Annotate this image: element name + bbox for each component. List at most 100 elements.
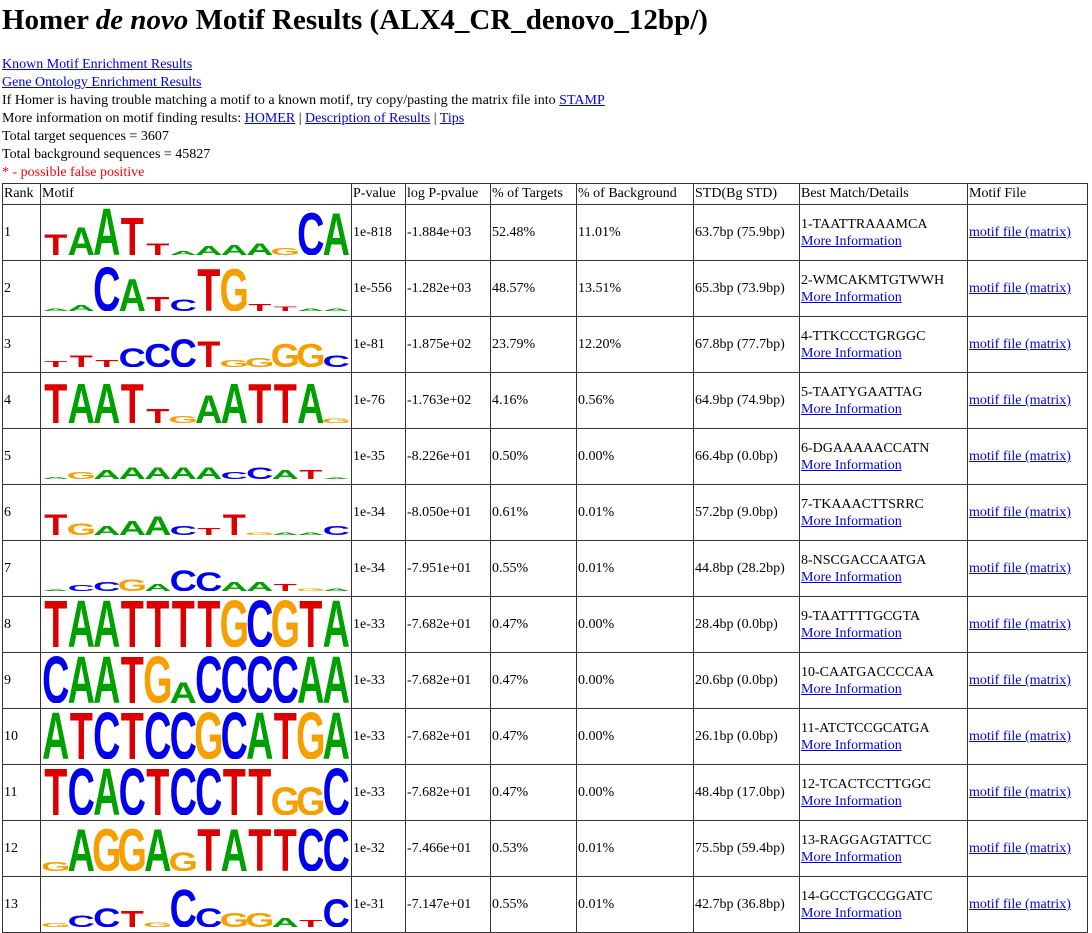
rank-cell: 10: [2, 708, 41, 765]
logo-letter-C: C: [323, 523, 349, 535]
rank-cell: 6: [2, 484, 41, 541]
more-information-link[interactable]: More Information: [801, 233, 902, 249]
logo-letter-C: C: [195, 567, 222, 591]
motif-file-link[interactable]: motif file (matrix): [969, 785, 1071, 800]
logo-letter-A: A: [221, 579, 248, 591]
logo-letter-T: T: [121, 655, 144, 703]
pvalue-cell: 1e-32: [351, 820, 406, 877]
logo-letter-A: A: [68, 375, 95, 423]
more-information-link[interactable]: More Information: [801, 289, 902, 305]
logo-letter-A: A: [246, 241, 273, 255]
table-row: 11 T C A C T C C T T G G C 1e-33 -7.682e+01 0.47% 0.00% 4…: [2, 756, 1088, 830]
motif-file-link[interactable]: motif file (matrix): [969, 729, 1071, 744]
table-header-row: Rank Motif P-value log P-pvalue % of Tar…: [2, 183, 1088, 205]
logo-letter-G: G: [169, 847, 198, 871]
more-information-link[interactable]: More Information: [801, 905, 902, 921]
description-link[interactable]: Description of Results: [305, 111, 431, 126]
targets-cell: 0.50%: [490, 428, 577, 485]
motif-file-link[interactable]: motif file (matrix): [969, 673, 1071, 688]
more-information-link[interactable]: More Information: [801, 513, 902, 529]
motif-file-cell: motif file (matrix): [967, 204, 1088, 261]
motif-logo: A T C T CCGCA T GA: [42, 700, 350, 774]
more-information-link[interactable]: More Information: [801, 737, 902, 753]
title-suffix: Motif Results (ALX4_CR_denovo_12bp/): [188, 4, 708, 36]
logo-letter-T: T: [44, 375, 67, 423]
table-row: 5 A G A A A A A C C A T A 1e-35 -8.226e+01 0.50% 0.00% 66…: [2, 428, 1088, 485]
motif-file-cell: motif file (matrix): [967, 708, 1088, 765]
logo-letter-T: T: [121, 599, 144, 647]
targets-cell: 0.47%: [490, 708, 577, 765]
std-cell: 65.3bp (73.9bp): [693, 260, 800, 317]
log-pvalue-cell: -1.282e+03: [405, 260, 491, 317]
logo-letter-A: A: [272, 467, 299, 479]
known-motif-link[interactable]: Known Motif Enrichment Results: [2, 57, 193, 72]
logo-letter-A: A: [297, 655, 324, 703]
log-pvalue-cell: -7.682e+01: [405, 652, 491, 709]
best-match-name: 1-TAATTRAAAMCA: [801, 216, 928, 232]
motif-file-link[interactable]: motif file (matrix): [969, 561, 1071, 576]
logo-letter-C: C: [297, 207, 324, 255]
motif-file-link[interactable]: motif file (matrix): [969, 617, 1071, 632]
rank-cell: 4: [2, 372, 41, 429]
logo-letter-T: T: [274, 823, 297, 871]
homer-link[interactable]: HOMER: [244, 111, 296, 126]
best-match-name: 14-GCCTGCCGGATC: [801, 888, 933, 904]
motif-file-link[interactable]: motif file (matrix): [969, 449, 1071, 464]
motif-file-link[interactable]: motif file (matrix): [969, 225, 1071, 240]
logo-letter-C: C: [93, 903, 120, 927]
motif-file-link[interactable]: motif file (matrix): [969, 505, 1071, 520]
logo-letter-G: G: [245, 910, 274, 927]
logo-letter-A: A: [272, 532, 299, 535]
logo-letter-C: C: [93, 263, 120, 311]
targets-cell: 0.55%: [490, 876, 577, 933]
motif-file-link[interactable]: motif file (matrix): [969, 393, 1071, 408]
logo-letter-G: G: [296, 588, 325, 591]
logo-letter-T: T: [44, 229, 67, 255]
std-cell: 67.8bp (77.7bp): [693, 316, 800, 373]
motif-file-link[interactable]: motif file (matrix): [969, 337, 1071, 352]
std-cell: 26.1bp (0.0bp): [693, 708, 800, 765]
motif-file-link[interactable]: motif file (matrix): [969, 281, 1071, 296]
logo-letter-C: C: [246, 655, 273, 703]
logo-letter-T: T: [121, 711, 144, 759]
best-match-cell: 9-TAATTTTGCGTA More Information: [799, 596, 968, 653]
logo-letter-T: T: [248, 767, 271, 815]
motif-file-link[interactable]: motif file (matrix): [969, 897, 1071, 912]
logo-letter-G: G: [194, 711, 223, 759]
log-pvalue-cell: -1.875e+02: [405, 316, 491, 373]
background-cell: 0.00%: [576, 764, 694, 821]
more-information-link[interactable]: More Information: [801, 401, 902, 417]
stamp-link[interactable]: STAMP: [559, 93, 605, 108]
std-cell: 63.7bp (75.9bp): [693, 204, 800, 261]
background-cell: 0.00%: [576, 428, 694, 485]
more-information-link[interactable]: More Information: [801, 793, 902, 809]
more-information-link[interactable]: More Information: [801, 569, 902, 585]
logo-letter-A: A: [144, 511, 171, 535]
motif-file-link[interactable]: motif file (matrix): [969, 841, 1071, 856]
more-information-link[interactable]: More Information: [801, 849, 902, 865]
tips-link[interactable]: Tips: [439, 111, 465, 126]
targets-cell: 0.53%: [490, 820, 577, 877]
logo-letter-A: A: [93, 655, 120, 703]
background-cell: 0.00%: [576, 652, 694, 709]
more-information-link[interactable]: More Information: [801, 625, 902, 641]
rank-cell: 3: [2, 316, 41, 373]
table-row: 1 T A A T T A A A A G C A 1e-818 -1.884e+03 52.48% 11.01…: [2, 196, 1088, 270]
header-background: % of Background: [576, 183, 694, 205]
motif-logo: GCC T GCCGGA T C: [41, 879, 350, 933]
std-cell: 48.4bp (17.0bp): [693, 764, 800, 821]
gene-ontology-link[interactable]: Gene Ontology Enrichment Results: [2, 75, 202, 90]
best-match-name: 9-TAATTTTGCGTA: [801, 608, 921, 624]
more-information-link[interactable]: More Information: [801, 457, 902, 473]
more-information-link[interactable]: More Information: [801, 345, 902, 361]
logo-letter-G: G: [118, 823, 147, 871]
more-information-link[interactable]: More Information: [801, 681, 902, 697]
std-cell: 20.6bp (0.0bp): [693, 652, 800, 709]
table-row: 7 A C C G A C C A A T G A 1e-34 -7.951e+01 0.55% 0.01% 44…: [2, 540, 1088, 598]
logo-letter-G: G: [220, 599, 249, 647]
